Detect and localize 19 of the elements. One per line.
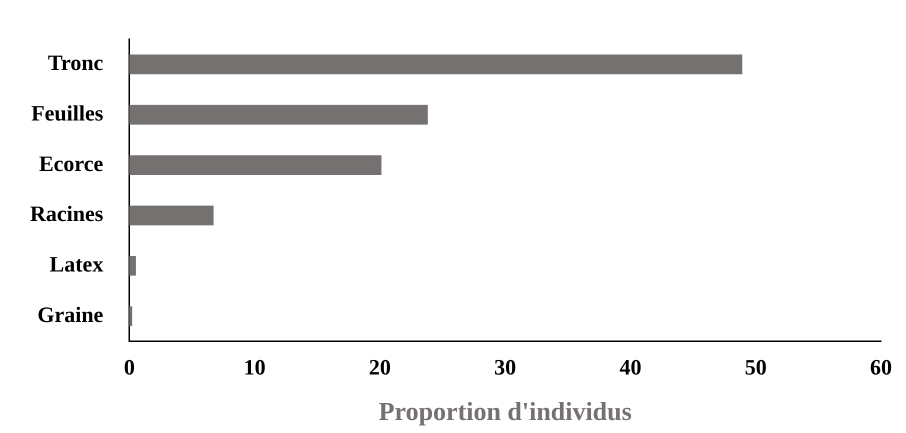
x-tick-label: 60 <box>870 354 892 380</box>
bar <box>129 256 136 276</box>
y-tick-label: Tronc <box>48 50 104 76</box>
y-tick-label: Latex <box>50 252 104 277</box>
x-tick-label: 0 <box>124 354 135 380</box>
x-tick-label: 20 <box>368 354 391 380</box>
y-tick-label: Graine <box>37 302 104 327</box>
x-tick-label: 40 <box>619 354 642 380</box>
bar <box>129 206 214 226</box>
y-tick-label: Feuilles <box>31 100 104 126</box>
bar <box>129 54 742 74</box>
bar <box>129 155 382 175</box>
x-tick-label: 10 <box>244 354 266 380</box>
y-tick-label: Racines <box>30 201 104 226</box>
x-tick-label: 30 <box>494 354 516 380</box>
y-tick-label: Ecorce <box>38 150 104 176</box>
x-axis-title: Proportion d'individus <box>378 397 632 426</box>
x-tick-label: 50 <box>744 354 767 380</box>
bar <box>129 104 428 125</box>
